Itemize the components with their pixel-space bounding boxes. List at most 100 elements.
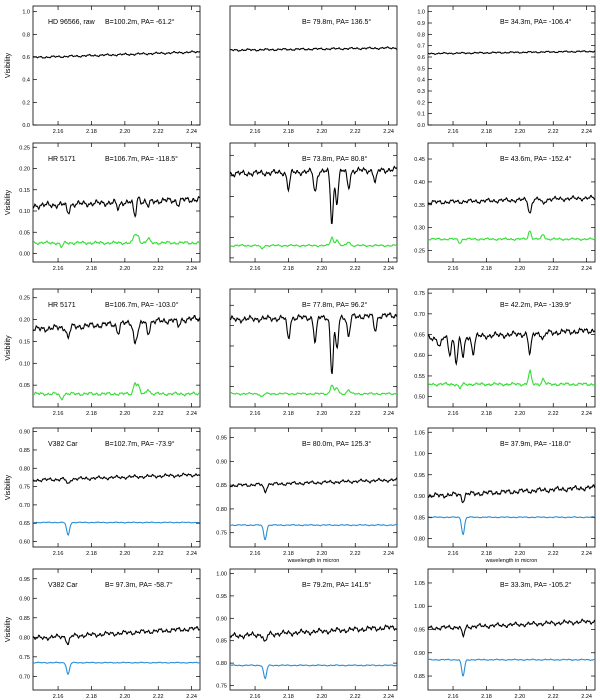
- x-tick-label: 2.22: [548, 411, 559, 417]
- panel-2-0: 2.16 2.18 2.20 2.22 2.24 0.05 0.10 0.15 0.20 0.25…: [5, 288, 201, 417]
- y-tick-label: 1.00: [414, 604, 425, 610]
- y-tick-label: 0.0: [417, 123, 425, 129]
- y-tick-label: 0.75: [414, 291, 425, 297]
- x-tick-label: 2.16: [53, 129, 64, 135]
- series-1-line: [230, 664, 397, 680]
- x-tick-label: 2.18: [283, 266, 294, 272]
- series-group: [230, 312, 397, 397]
- y-tick-label: 0.95: [414, 628, 425, 634]
- y-tick-label: 0.85: [19, 616, 30, 622]
- series-0-line: [33, 50, 200, 59]
- panel-3-1: 2.16 2.18 2.20 2.22 2.24 0.75 0.80 0.85 0.90 0.95…: [216, 427, 398, 564]
- panel-0-2: 2.16 2.18 2.20 2.22 2.24 0.0 0.1 0.2 0.3 0.4 0.5 0.…: [417, 5, 596, 135]
- y-tick-label: 0.2: [417, 100, 425, 106]
- series-group: [428, 484, 595, 536]
- y-tick-label: 0.8: [417, 32, 425, 38]
- y-tick-label: 0.3: [417, 89, 425, 95]
- plot-frame: [427, 288, 596, 408]
- baseline-label: B= 37.9m, PA= -118.0°: [500, 440, 571, 448]
- y-tick-label: 0.50: [414, 395, 425, 401]
- y-tick-label: 0.75: [216, 531, 227, 537]
- y-tick-label: 0.90: [414, 494, 425, 500]
- x-tick-label: 2.18: [283, 411, 294, 417]
- x-tick-label: 2.18: [481, 411, 492, 417]
- y-axis-label: Visibility: [5, 335, 12, 361]
- series-0-line: [428, 618, 595, 639]
- series-group: [33, 195, 200, 249]
- x-tick-label: 2.20: [316, 411, 327, 417]
- series-group: [33, 50, 200, 59]
- series-1-line: [428, 658, 595, 677]
- y-tick-label: 0.15: [19, 188, 30, 194]
- y-tick-label: 0.6: [22, 55, 30, 61]
- x-tick-label: 2.18: [86, 411, 97, 417]
- panel-3-2: 2.16 2.18 2.20 2.22 2.24 0.80 0.85 0.90 0.95 1.00…: [414, 427, 596, 564]
- y-axis-label: Visibility: [5, 189, 12, 215]
- x-tick-label: 2.20: [119, 551, 130, 557]
- y-tick-label: 0.20: [19, 167, 30, 173]
- y-tick-label: 0.10: [19, 361, 30, 367]
- y-tick-label: 0.90: [216, 459, 227, 465]
- y-tick-label: 0.45: [414, 157, 425, 163]
- y-tick-label: 0.85: [414, 515, 425, 521]
- plot-frame: [229, 568, 398, 691]
- y-tick-label: 0.0: [22, 123, 30, 129]
- x-tick-label: 2.20: [119, 266, 130, 272]
- y-tick-label: 0.90: [19, 430, 30, 436]
- y-tick-label: 0.85: [19, 448, 30, 454]
- x-tick-label: 2.24: [383, 411, 394, 417]
- x-tick-label: 2.20: [514, 266, 525, 272]
- baseline-label: B= 80.0m, PA= 125.3°: [302, 440, 371, 448]
- x-tick-label: 2.22: [548, 551, 559, 557]
- series-group: [230, 477, 397, 541]
- x-tick-label: 2.16: [448, 551, 459, 557]
- x-tick-label: 2.22: [548, 694, 559, 700]
- x-tick-label: 2.24: [186, 694, 197, 700]
- x-tick-label: 2.18: [86, 266, 97, 272]
- y-tick-label: 0.80: [414, 537, 425, 543]
- x-tick-label: 2.24: [581, 411, 592, 417]
- x-tick-label: 2.20: [119, 411, 130, 417]
- x-tick-label: 2.16: [250, 694, 261, 700]
- series-0-line: [428, 50, 595, 56]
- plot-frame: [229, 288, 398, 408]
- plot-frame: [32, 288, 201, 408]
- plot-frame: [229, 427, 398, 548]
- series-1-line: [33, 233, 200, 249]
- x-tick-label: 2.20: [119, 129, 130, 135]
- y-tick-label: 0.80: [216, 661, 227, 667]
- x-tick-label: 2.16: [448, 694, 459, 700]
- y-tick-label: 0.75: [19, 655, 30, 661]
- series-1-line: [230, 236, 397, 250]
- y-tick-label: 0.00: [19, 252, 30, 258]
- y-tick-label: 0.30: [414, 226, 425, 232]
- y-tick-label: 0.35: [414, 203, 425, 209]
- y-tick-label: 0.25: [19, 296, 30, 302]
- baseline-label: B= 97.3m, PA= -58.7°: [105, 581, 173, 589]
- series-0-line: [230, 477, 397, 494]
- y-axis-label: Visibility: [5, 52, 12, 78]
- baseline-label: B= 43.6m, PA= -152.4°: [500, 155, 572, 163]
- series-1-line: [230, 523, 397, 541]
- star-name: V382 Car: [48, 582, 78, 589]
- star-name: V382 Car: [48, 441, 78, 448]
- y-tick-label: 0.25: [414, 249, 425, 255]
- x-tick-label: 2.24: [581, 694, 592, 700]
- series-group: [33, 472, 200, 537]
- x-tick-label: 2.24: [383, 694, 394, 700]
- panel-2-2: 2.16 2.18 2.20 2.22 2.24 0.50 0.55 0.60 0.65 0.70…: [414, 288, 596, 417]
- y-tick-label: 1.00: [414, 452, 425, 458]
- baseline-label: B= 33.3m, PA= -105.2°: [500, 581, 572, 589]
- star-name: HR 5171: [48, 302, 76, 309]
- y-tick-label: 0.25: [19, 145, 30, 151]
- series-1-line: [33, 521, 200, 537]
- x-tick-label: 2.24: [186, 129, 197, 135]
- y-tick-label: 0.70: [19, 503, 30, 509]
- x-tick-label: 2.16: [448, 266, 459, 272]
- series-group: [230, 165, 397, 250]
- series-1-line: [428, 368, 595, 390]
- y-tick-label: 0.40: [414, 180, 425, 186]
- panel-1-1: 2.16 2.18 2.20 2.22 2.24 B= 73.8m, PA= 80.8°: [229, 142, 398, 272]
- x-axis-label: wavelength in micron: [485, 558, 538, 564]
- plot-frame: [32, 142, 201, 263]
